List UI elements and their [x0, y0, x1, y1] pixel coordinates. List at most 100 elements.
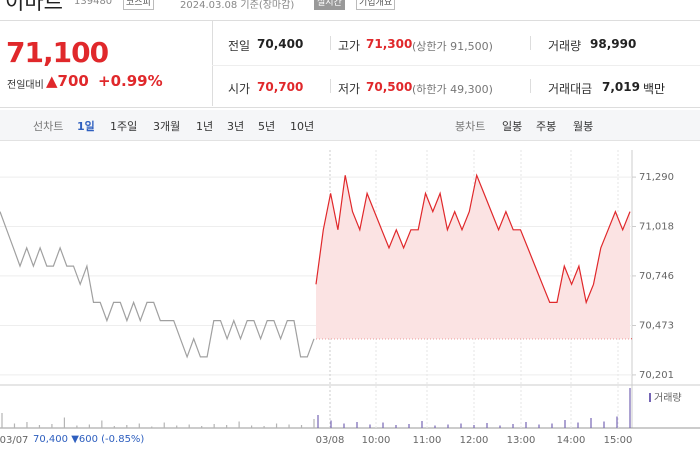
quote-panel	[0, 20, 700, 108]
volume-bar	[226, 425, 228, 428]
period-button[interactable]: 3개월	[153, 120, 181, 133]
volume-bar	[251, 425, 253, 428]
volume-bar	[275, 423, 278, 428]
volume-bar	[51, 424, 53, 428]
volume-bar	[473, 425, 475, 428]
realtime-button[interactable]: 실시간	[314, 0, 345, 10]
volume-bar	[26, 422, 28, 428]
stat-label: 거래량	[548, 39, 582, 53]
y-tick-label: 70,473	[639, 321, 674, 332]
period-button[interactable]: 1일	[77, 120, 95, 133]
volume-bar	[1, 413, 3, 428]
stat-value: 70,400	[257, 37, 304, 51]
volume-bar	[447, 424, 449, 428]
x-tick-label: 13:00	[507, 435, 536, 446]
volume-bar	[63, 417, 65, 428]
prev-summary: 70,400 ▼600 (-0.85%)	[33, 434, 144, 445]
volume-bar	[421, 421, 423, 428]
y-tick-label: 70,201	[639, 370, 674, 381]
volume-bar	[101, 420, 103, 428]
volume-bar	[577, 422, 579, 428]
volume-bar	[564, 420, 566, 428]
stat-value: 98,990	[590, 37, 637, 51]
stat-label: 저가	[338, 82, 361, 96]
candle-button[interactable]: 주봉	[536, 120, 557, 133]
prev-close: 70,400	[33, 434, 68, 445]
prev-change: ▼600	[71, 434, 98, 445]
volume-bar	[113, 426, 115, 428]
volume-bar	[616, 416, 618, 428]
change-rate: +0.99%	[98, 72, 163, 90]
volume-bar	[343, 423, 345, 428]
period-button[interactable]: 5년	[258, 120, 276, 133]
divider	[330, 79, 331, 93]
volume-bar	[356, 422, 358, 428]
volume-bar	[151, 426, 153, 428]
candle-button[interactable]: 일봉	[502, 120, 523, 133]
volume-bar	[512, 424, 514, 428]
volume-bar	[590, 418, 592, 428]
volume-bar	[395, 425, 397, 428]
x-tick-label: 12:00	[460, 435, 489, 446]
divider	[530, 79, 531, 93]
volume-bar	[238, 421, 240, 428]
x-tick-label: 11:00	[413, 435, 442, 446]
volume-bar	[300, 425, 303, 428]
legend-swatch	[649, 393, 651, 402]
volume-bar	[460, 423, 462, 428]
volume-bar	[486, 423, 488, 428]
company-button[interactable]: 기업개요	[356, 0, 396, 10]
stat-note: (하한가 49,300)	[412, 83, 493, 96]
period-button[interactable]: 1년	[196, 120, 214, 133]
period-button[interactable]: 1주일	[110, 120, 138, 133]
volume-bar	[188, 424, 190, 428]
market-tag: 코스피	[123, 0, 154, 10]
volume-bar	[201, 426, 203, 428]
stat-value: 70,500	[366, 80, 413, 94]
x-tick-label: 15:00	[604, 435, 633, 446]
stock-name: 이마트	[5, 0, 63, 14]
divider	[212, 65, 700, 66]
volume-bar	[629, 388, 631, 428]
period-button[interactable]: 10년	[290, 120, 315, 133]
volume-bar	[76, 425, 78, 428]
prev-rate: (-0.85%)	[101, 434, 145, 445]
price-line	[0, 211, 315, 359]
x-tick-label: 03/08	[316, 435, 345, 446]
price-line	[315, 173, 631, 305]
price: 71,100	[6, 36, 109, 69]
volume-bar	[213, 424, 215, 428]
line-chart-label: 선차트	[33, 120, 64, 133]
volume-bar	[551, 423, 553, 428]
volume-bar	[330, 420, 332, 428]
volume-bar	[88, 424, 90, 428]
stat-value: 7,019	[602, 80, 640, 94]
period-button[interactable]: 3년	[227, 120, 245, 133]
area	[316, 175, 630, 339]
divider	[212, 20, 213, 106]
volume-bar	[499, 425, 501, 428]
stat-label: 고가	[338, 39, 361, 53]
volume-bar	[603, 421, 605, 428]
divider	[330, 36, 331, 50]
y-tick-label: 71,018	[639, 221, 674, 232]
stat-label: 시가	[228, 82, 251, 96]
y-tick-label: 70,746	[639, 271, 674, 282]
stat-label: 전일	[228, 39, 251, 53]
legend-label: 거래량	[654, 392, 682, 404]
volume-bar	[382, 422, 384, 428]
stock-code: 139480	[74, 0, 113, 7]
change-label: 전일대비	[7, 80, 44, 91]
x-tick-label: 03/07	[0, 435, 28, 446]
volume-bar	[434, 425, 436, 428]
volume-bar	[408, 424, 410, 428]
stat-value: 70,700	[257, 80, 304, 94]
volume-bar	[38, 425, 41, 428]
change: ▲700	[46, 72, 89, 90]
volume-bar	[525, 422, 527, 428]
candle-chart-label: 봉차트	[455, 120, 486, 133]
candle-button[interactable]: 월봉	[573, 120, 594, 133]
volume-bar	[163, 422, 165, 428]
toolbar	[0, 110, 700, 141]
